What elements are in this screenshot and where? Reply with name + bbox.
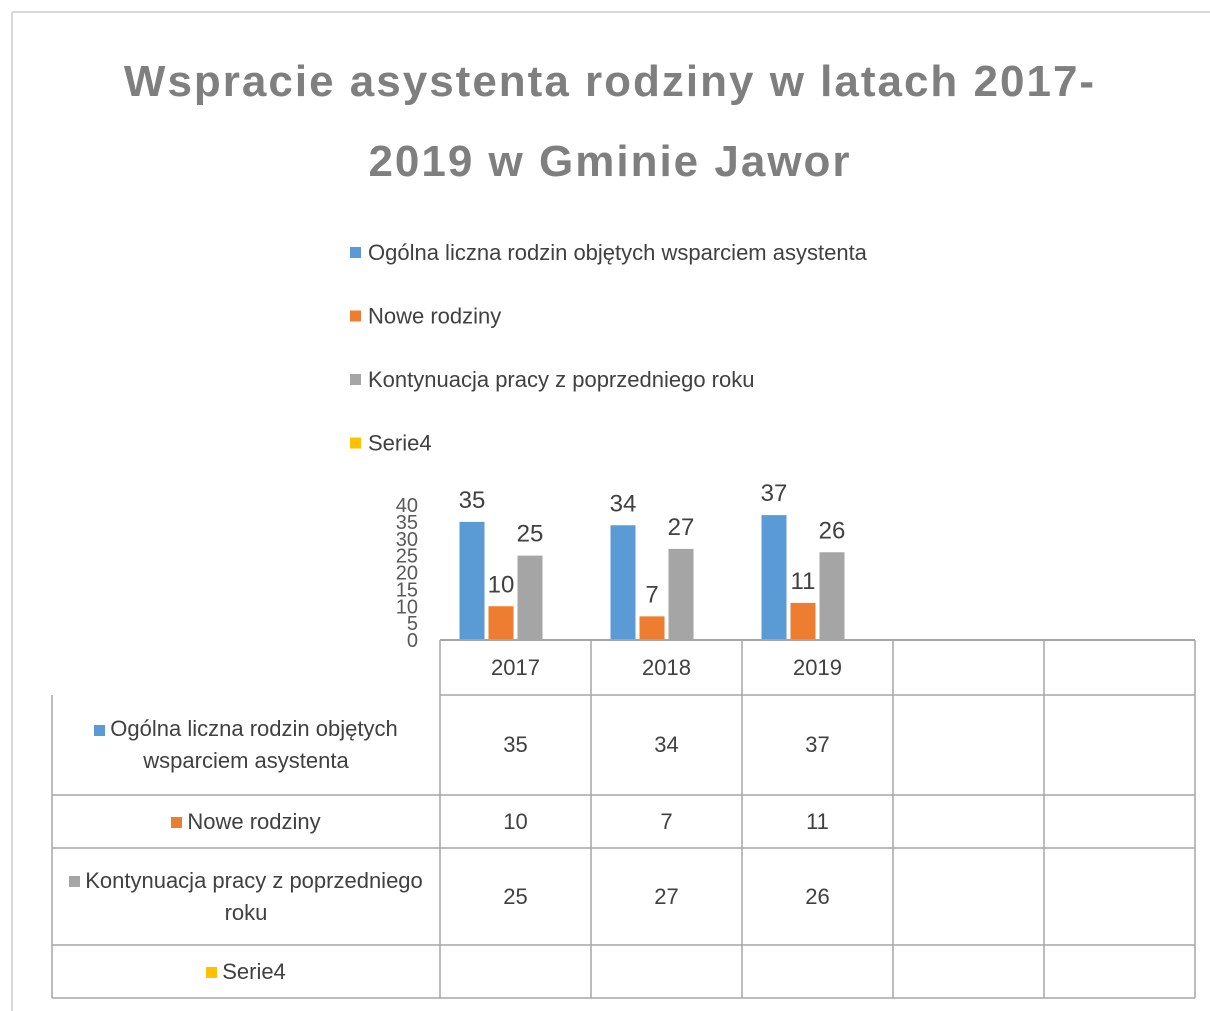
- y-tick-label: 25: [396, 546, 418, 568]
- table-value-cell: 11: [806, 808, 829, 834]
- y-tick-label: 35: [396, 512, 418, 534]
- y-tick-label: 15: [396, 579, 418, 601]
- bar: [610, 525, 636, 640]
- data-label: 27: [668, 514, 695, 541]
- table-value-cell: 35: [503, 732, 528, 758]
- table-value-cell: 25: [503, 883, 528, 909]
- bar: [761, 515, 787, 640]
- data-label: 10: [488, 571, 515, 598]
- table-value-cell: [893, 945, 1044, 998]
- table-value-cell: 10: [503, 808, 528, 834]
- data-label: 25: [517, 521, 544, 548]
- table-value-cell: 26: [805, 883, 830, 909]
- table-value-cell: 37: [805, 732, 830, 758]
- bar: [790, 602, 816, 640]
- table-value-cell: [742, 945, 893, 998]
- table-value-cell: [893, 848, 1044, 945]
- table-row-label: Nowe rodziny: [56, 795, 436, 848]
- bar: [668, 548, 694, 640]
- table-value-cell: [591, 945, 742, 998]
- table-row-name: Kontynuacja pracy z poprzedniego roku: [85, 867, 423, 925]
- bar: [517, 555, 543, 640]
- table-header-cell: 2017: [491, 654, 540, 680]
- table-value-cell: 7: [660, 808, 673, 834]
- bar: [819, 552, 845, 640]
- table-row-label: Kontynuacja pracy z poprzedniego roku: [56, 848, 436, 945]
- y-tick-label: 20: [396, 563, 418, 585]
- bar: [488, 606, 514, 640]
- y-tick-label: 10: [396, 596, 418, 618]
- data-label: 35: [459, 487, 486, 514]
- y-tick-label: 0: [407, 630, 418, 652]
- table-value-cell: [1044, 795, 1195, 848]
- legend-key: [350, 247, 361, 258]
- table-value-cell: [1044, 695, 1195, 795]
- legend-key: [350, 374, 361, 385]
- table-legend-key: [69, 876, 81, 888]
- data-label: 7: [645, 581, 658, 608]
- data-label: 26: [819, 517, 846, 544]
- y-tick-label: 30: [396, 529, 418, 551]
- bar: [459, 521, 485, 640]
- legend-label: Serie4: [368, 431, 432, 456]
- table-row-name: Ogólna liczna rodzin objętych wsparciem …: [110, 716, 398, 773]
- table-value-cell: 27: [654, 883, 679, 909]
- table-value-cell: [1044, 848, 1195, 945]
- table-row-label: Ogólna liczna rodzin objętych wsparciem …: [56, 695, 436, 795]
- table-value-cell: 34: [654, 732, 679, 758]
- table-value-cell: [440, 945, 591, 998]
- table-row-name: Serie4: [222, 958, 286, 984]
- table-value-cell: [893, 795, 1044, 848]
- chart-title-line: 2019 w Gminie Jawor: [368, 137, 851, 186]
- table-header-cell: 2019: [793, 654, 842, 680]
- legend-key: [350, 310, 361, 322]
- table-legend-key: [94, 724, 106, 736]
- y-tick-label: 5: [407, 613, 418, 635]
- table-header-cell: [1044, 640, 1195, 695]
- legend-key: [350, 437, 361, 449]
- table-header-cell: [893, 640, 1044, 695]
- bar: [639, 616, 665, 640]
- table-row-label: Serie4: [56, 945, 436, 998]
- legend-label: Kontynuacja pracy z poprzedniego roku: [368, 367, 754, 392]
- y-tick-label: 40: [396, 495, 418, 517]
- table-value-cell: [1044, 945, 1195, 998]
- data-label: 34: [610, 490, 637, 517]
- table-header-cell: 2018: [642, 654, 691, 680]
- legend-label: Ogólna liczna rodzin objętych wsparciem …: [368, 240, 868, 265]
- chart-title: Wspracie asystenta rodziny w latach 2017…: [124, 57, 1096, 106]
- table-value-cell: [893, 695, 1044, 795]
- table-row-name: Nowe rodziny: [187, 808, 321, 834]
- legend-label: Nowe rodziny: [368, 304, 501, 329]
- data-label: 37: [761, 480, 788, 507]
- table-legend-key: [171, 817, 183, 829]
- table-legend-key: [206, 967, 218, 979]
- data-label: 11: [791, 568, 816, 595]
